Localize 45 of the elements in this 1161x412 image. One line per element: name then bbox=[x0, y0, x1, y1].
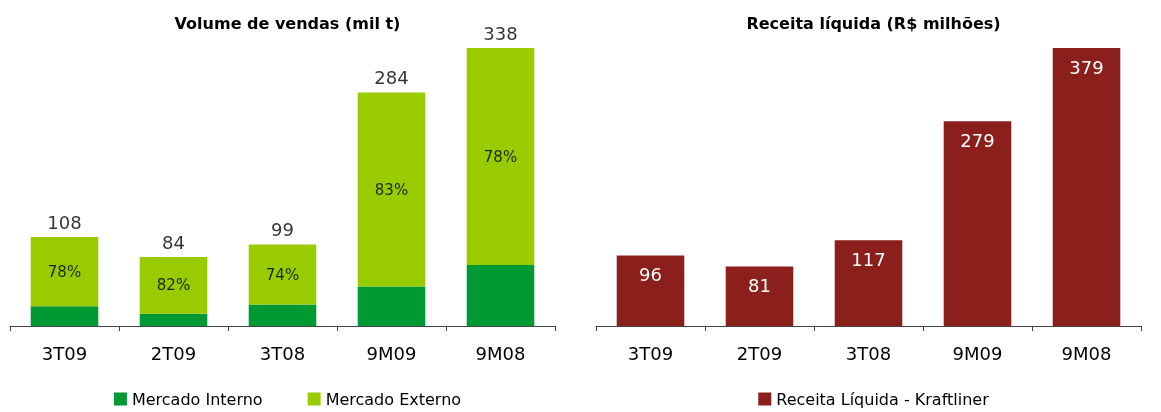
legend-label: Receita Líquida - Kraftliner bbox=[776, 389, 990, 409]
annotation: 108 bbox=[47, 211, 82, 233]
legend-label: Mercado Interno bbox=[131, 389, 263, 409]
bar bbox=[357, 286, 426, 326]
x-tick-label: 9M08 bbox=[475, 342, 526, 364]
bar bbox=[616, 255, 685, 326]
annotation: 284 bbox=[374, 66, 409, 88]
annotation: 338 bbox=[483, 22, 518, 44]
annotation: 84 bbox=[162, 231, 185, 253]
annotation: 74% bbox=[265, 265, 300, 284]
annotation: 82% bbox=[156, 276, 191, 295]
bar bbox=[834, 240, 903, 326]
bar bbox=[943, 121, 1012, 326]
bar bbox=[1052, 48, 1121, 326]
x-tick-label: 9M08 bbox=[1061, 342, 1112, 364]
chart-title: Volume de vendas (mil t) bbox=[174, 13, 401, 33]
bar bbox=[248, 304, 317, 326]
bar bbox=[30, 306, 99, 326]
x-tick-label: 2T09 bbox=[736, 342, 783, 364]
x-tick-label: 3T09 bbox=[627, 342, 674, 364]
annotation: 78% bbox=[483, 147, 518, 166]
x-tick-label: 3T08 bbox=[845, 342, 892, 364]
x-tick-label: 9M09 bbox=[952, 342, 1003, 364]
x-tick-label: 3T08 bbox=[259, 342, 306, 364]
x-tick-label: 3T09 bbox=[41, 342, 88, 364]
data-label: 379 bbox=[1069, 56, 1104, 78]
data-label: 96 bbox=[639, 264, 662, 286]
data-label: 81 bbox=[748, 275, 771, 297]
bar bbox=[139, 313, 208, 326]
data-label: 279 bbox=[960, 129, 995, 151]
bar bbox=[248, 244, 317, 305]
bar bbox=[30, 237, 99, 307]
bar bbox=[466, 48, 535, 266]
x-tick-label: 2T09 bbox=[150, 342, 197, 364]
bar bbox=[466, 265, 535, 326]
legend-label: Mercado Externo bbox=[325, 389, 462, 409]
bar bbox=[139, 257, 208, 314]
annotation: 83% bbox=[374, 180, 409, 199]
bar bbox=[357, 92, 426, 287]
bar bbox=[725, 266, 794, 326]
annotation: 99 bbox=[271, 219, 294, 241]
chart-title: Receita líquida (R$ milhões) bbox=[746, 13, 1001, 33]
annotation: 78% bbox=[47, 262, 82, 281]
x-tick-label: 9M09 bbox=[366, 342, 417, 364]
data-label: 117 bbox=[851, 248, 886, 270]
